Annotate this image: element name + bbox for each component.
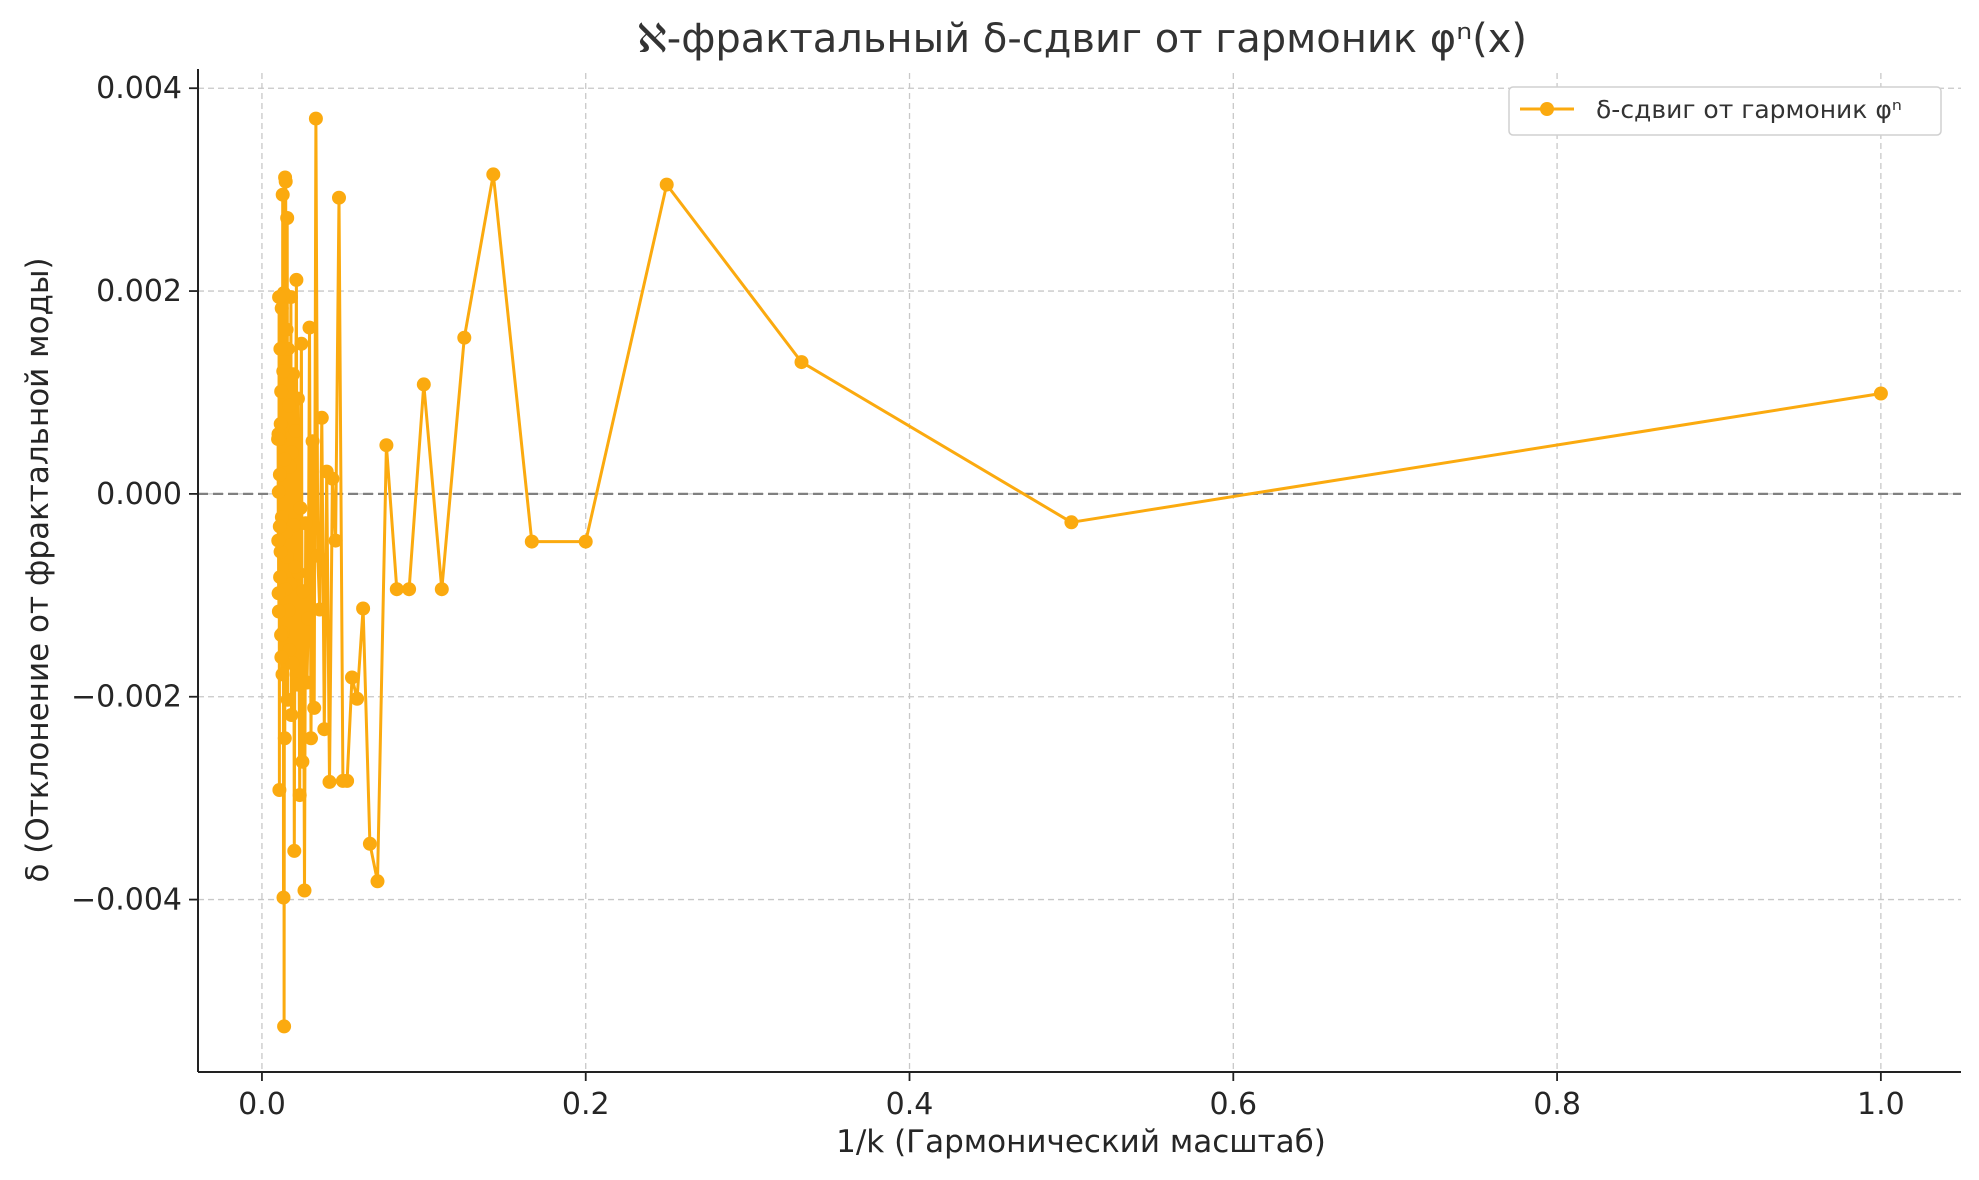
legend-box [1508,86,1942,136]
data-point [278,170,293,185]
data-point [332,190,346,205]
axes-layer [197,69,1961,1073]
data-point [290,677,305,692]
data-point [356,601,371,616]
data-point [308,111,323,126]
y-tick-label: −0.002 [71,680,182,715]
data-point [271,586,286,601]
data-point [288,424,303,438]
series-line [276,117,1882,1028]
data-point [319,464,334,479]
data-point [271,533,286,548]
data-point [312,602,327,617]
data-point [276,364,291,379]
data-point [277,452,292,467]
data-point [295,754,310,769]
x-axis-title: 1/k (Гармонический масштаб) [836,1124,1326,1160]
data-point [416,377,431,392]
data-point [272,783,287,797]
y-tick-label: 0.004 [96,71,182,106]
x-tick-label: 1.0 [1857,1087,1905,1122]
data-point [294,336,309,351]
data-point [272,519,287,534]
x-tick-label: 0.4 [886,1087,934,1122]
data-point [302,320,317,335]
y-axis-title: δ (Отклонение от фрактальной моды) [20,257,56,882]
data-point [307,700,322,715]
data-point [350,691,365,706]
data-point [457,330,472,345]
data-point [322,774,337,789]
data-point [288,559,302,574]
data-point [280,211,295,225]
data-point [275,187,290,202]
series-layer [271,111,1888,1034]
data-point [272,467,287,482]
data-point [301,611,316,626]
data-point [279,322,294,337]
data-point [304,731,318,746]
data-point [271,604,286,619]
data-point [402,582,417,597]
data-point [277,731,292,746]
data-point [314,410,329,425]
x-tick-label: 0.0 [238,1087,286,1122]
data-point [317,722,332,737]
data-point [274,384,289,399]
x-tick-label: 0.6 [1209,1087,1257,1122]
data-point [273,341,288,356]
data-point [370,874,385,889]
data-point [794,355,809,370]
ticks-layer: 0.0 0.2 0.4 0.6 0.8 1.0 0.004 0.002 0.000 −0.002 −… [71,71,1905,1122]
data-point [271,484,286,499]
data-point [345,670,359,685]
y-tick-label: 0.000 [96,477,182,512]
data-point [289,272,304,287]
data-point [310,548,325,563]
data-point [274,650,289,665]
data-point [274,627,289,642]
data-point [292,788,307,803]
data-point [277,1019,292,1034]
legend-marker-swatch [1540,102,1554,116]
data-point [293,501,308,516]
x-tick-label: 0.8 [1533,1087,1581,1122]
data-point [272,290,287,305]
data-point [287,843,302,858]
data-point [328,533,343,548]
data-point [659,177,674,192]
data-point [434,582,449,597]
data-point [285,656,300,671]
chart-title: ℵ-фрактальный δ-сдвиг от гармоник φⁿ(x) [637,16,1527,62]
data-point [275,667,290,682]
data-point [335,773,350,788]
data-point [379,438,394,453]
legend: δ-сдвиг от гармоник φⁿ [1508,86,1942,136]
data-point [296,584,311,599]
data-point [389,582,404,597]
data-point [1064,515,1079,530]
data-point [282,398,296,413]
data-point [284,708,299,722]
data-point [276,890,291,905]
data-point [298,516,313,531]
data-point [297,883,312,898]
legend-label: δ-сдвиг от гармоник φⁿ [1596,95,1902,124]
data-point [524,534,539,549]
data-point [271,432,286,447]
data-point [362,836,377,851]
y-tick-label: −0.004 [71,883,182,918]
data-point [273,544,288,559]
data-point [273,570,288,585]
data-point [578,534,593,549]
data-point [274,301,289,316]
data-point [280,692,295,707]
data-point [1873,386,1888,401]
grid-layer [198,73,1961,1072]
y-tick-label: 0.002 [96,274,182,309]
data-point [486,167,501,182]
x-tick-label: 0.2 [562,1087,610,1122]
data-point [305,434,320,449]
